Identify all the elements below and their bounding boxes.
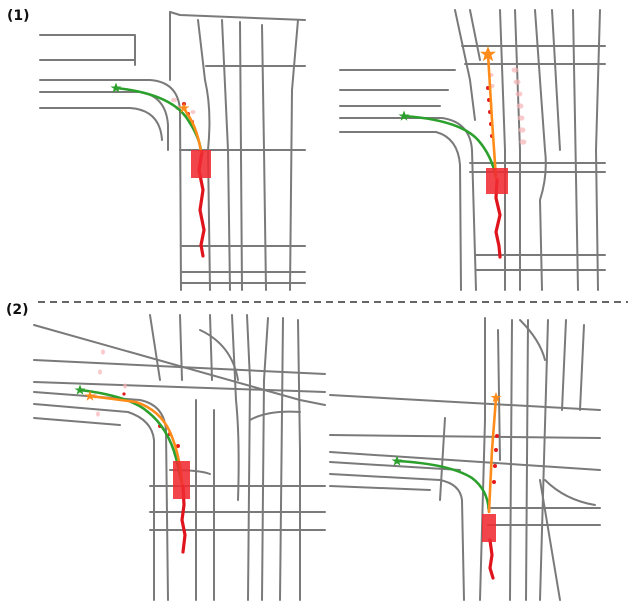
goal-star-green-icon [391,455,403,466]
trajectory-orange [487,396,498,514]
trajectory-green [395,459,491,514]
ego-vehicle [173,461,190,499]
scene-2b [329,317,601,601]
ego-vehicle [482,514,496,542]
goal-star-green-icon [74,384,86,395]
scene-1a [39,11,306,291]
goal-star-orange-icon [490,392,502,403]
trajectory-orange [182,106,203,154]
panel-label-1: (1) [7,8,30,24]
scene-2a [33,314,326,601]
ego-vehicle [486,168,508,194]
road-network [39,11,306,291]
trajectory-orange [486,52,498,180]
ego-history-track [494,178,502,259]
goal-star-orange-icon [480,46,496,62]
ego-history-track [488,538,495,580]
goal-star-green-icon [398,110,410,121]
prediction-dots [492,434,499,484]
ego-vehicle [191,150,211,178]
goal-star-orange-icon [84,390,96,401]
goal-star-orange-icon [178,102,190,113]
road-network [339,9,606,291]
trajectory-green [114,86,203,154]
scene-1b [339,9,606,291]
goal-star-green-icon [110,82,122,93]
road-network [329,317,601,601]
panel-label-2: (2) [6,302,29,318]
trajectory-green [402,114,498,180]
